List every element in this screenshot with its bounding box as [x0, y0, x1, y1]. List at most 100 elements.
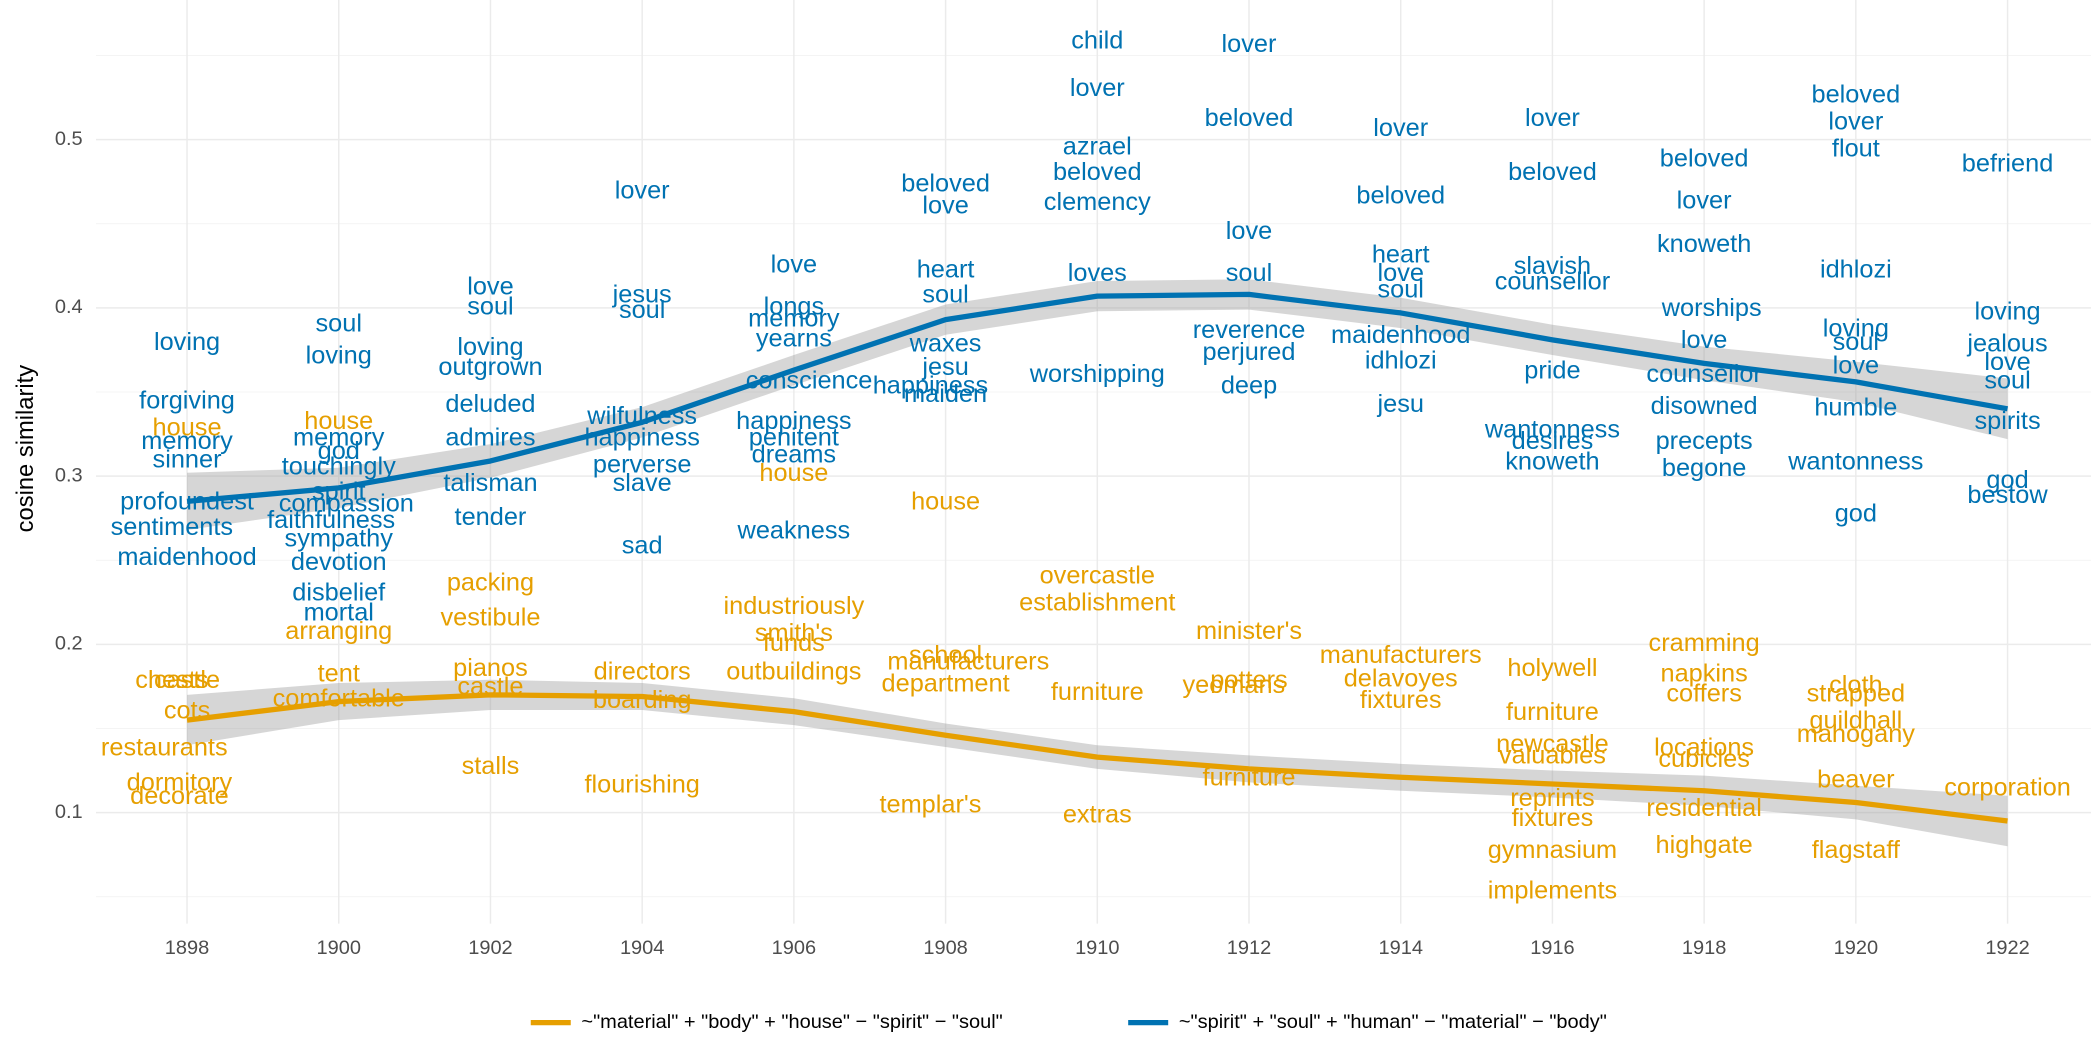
y-tick-label: 0.4	[55, 296, 83, 318]
word-label: disowned	[1651, 392, 1758, 420]
word-label: dormitory	[127, 769, 233, 797]
word-label: longs	[764, 293, 825, 321]
word-label: flagstaff	[1812, 836, 1901, 864]
word-label: mortal	[304, 599, 374, 627]
word-label: napkins	[1660, 659, 1747, 687]
word-label: begone	[1662, 454, 1747, 482]
word-label: loving	[1974, 298, 2040, 326]
word-label: lover	[1373, 114, 1428, 142]
word-label: holywell	[1507, 654, 1597, 682]
word-label: beloved	[1356, 182, 1445, 210]
word-label: beaver	[1817, 765, 1894, 793]
word-label: soul	[1377, 276, 1423, 304]
word-label: disbelief	[292, 579, 386, 607]
word-label: love	[1681, 326, 1727, 354]
word-label: house	[911, 488, 980, 516]
word-label: wilfulness	[586, 402, 697, 430]
word-label: loving	[306, 341, 372, 369]
word-label: counsellor	[1495, 267, 1610, 295]
word-label: fixtures	[1512, 804, 1594, 832]
x-tick-label: 1898	[165, 937, 209, 959]
word-label: soul	[1226, 259, 1272, 287]
word-label: compassion	[279, 489, 414, 517]
x-tick-label: 1918	[1682, 937, 1726, 959]
word-label: flout	[1832, 134, 1880, 162]
word-label: directors	[594, 658, 691, 686]
word-label: templar's	[879, 791, 981, 819]
word-label: perverse	[593, 451, 692, 479]
word-label: packing	[447, 569, 534, 597]
trend-line	[186, 291, 2009, 504]
x-tick-label: 1914	[1378, 937, 1422, 959]
word-label: wantonness	[1787, 447, 1923, 475]
word-label: admires	[445, 424, 535, 452]
word-label: establishment	[1019, 589, 1175, 617]
word-label: maiden	[904, 380, 987, 408]
word-label: lover	[1677, 187, 1732, 215]
word-label: pianos	[453, 654, 528, 682]
word-label: beloved	[1508, 158, 1597, 186]
x-tick-label: 1912	[1227, 937, 1271, 959]
word-label: happiness	[584, 424, 699, 452]
word-label: residential	[1646, 794, 1761, 822]
word-label: lover	[615, 177, 670, 205]
y-tick-label: 0.2	[55, 633, 83, 655]
word-label: soul	[619, 296, 665, 324]
word-label: school	[909, 641, 982, 669]
word-label: locations	[1654, 733, 1754, 761]
word-label: dreams	[752, 441, 836, 469]
word-label: cubicles	[1658, 745, 1749, 773]
word-label: love	[467, 272, 513, 300]
word-label: knoweth	[1657, 230, 1751, 258]
word-label: memory	[748, 304, 840, 332]
word-label: lover	[1525, 104, 1580, 132]
word-label: befriend	[1962, 150, 2054, 178]
confidence-band	[187, 679, 2008, 847]
word-label: decorate	[130, 782, 229, 810]
word-label: weakness	[737, 516, 851, 544]
word-label: forgiving	[139, 387, 235, 415]
word-label: child	[1071, 27, 1123, 55]
word-label: flourishing	[584, 770, 699, 798]
word-label: slavish	[1514, 252, 1591, 280]
word-label: furniture	[1051, 678, 1144, 706]
word-label: deep	[1221, 372, 1277, 400]
word-label: love	[922, 192, 968, 220]
word-label: jesu	[921, 353, 968, 381]
word-label: god	[318, 437, 360, 465]
word-label: reprints	[1510, 784, 1594, 812]
word-label: azrael	[1063, 133, 1132, 161]
word-label: furniture	[1506, 698, 1599, 726]
word-label: memory	[141, 427, 233, 455]
word-label: smith's	[755, 619, 833, 647]
y-axis-label: cosine similarity	[12, 365, 39, 533]
word-label: maidenhood	[1331, 321, 1470, 349]
word-label: soul	[467, 293, 513, 321]
word-label: chests	[135, 666, 208, 694]
word-label: worshipping	[1029, 360, 1165, 388]
word-label: house	[759, 459, 828, 487]
word-label: sympathy	[285, 525, 394, 553]
word-label: god	[1835, 500, 1877, 528]
legend-label: ~"material" + "body" + "house" − "spirit…	[581, 1011, 1002, 1033]
word-label: beloved	[1660, 145, 1749, 173]
word-label: maidenhood	[117, 543, 256, 571]
word-label: overcastle	[1040, 562, 1155, 590]
word-label: wantonness	[1484, 415, 1620, 443]
word-label: idhlozi	[1365, 346, 1437, 374]
word-label: jesus	[612, 281, 672, 309]
word-label: talisman	[443, 469, 537, 497]
x-tick-label: 1904	[620, 937, 664, 959]
word-label: beloved	[1053, 158, 1142, 186]
word-label: corporation	[1944, 774, 2071, 802]
word-label: humble	[1814, 394, 1897, 422]
y-tick-label: 0.1	[55, 801, 83, 823]
word-label: minister's	[1196, 617, 1302, 645]
x-tick-label: 1910	[1075, 937, 1119, 959]
word-label: outbuildings	[726, 658, 861, 686]
word-label: cramming	[1649, 629, 1760, 657]
word-label: lover	[1828, 108, 1883, 136]
word-label: soul	[1833, 328, 1879, 356]
word-label: house	[153, 414, 222, 442]
